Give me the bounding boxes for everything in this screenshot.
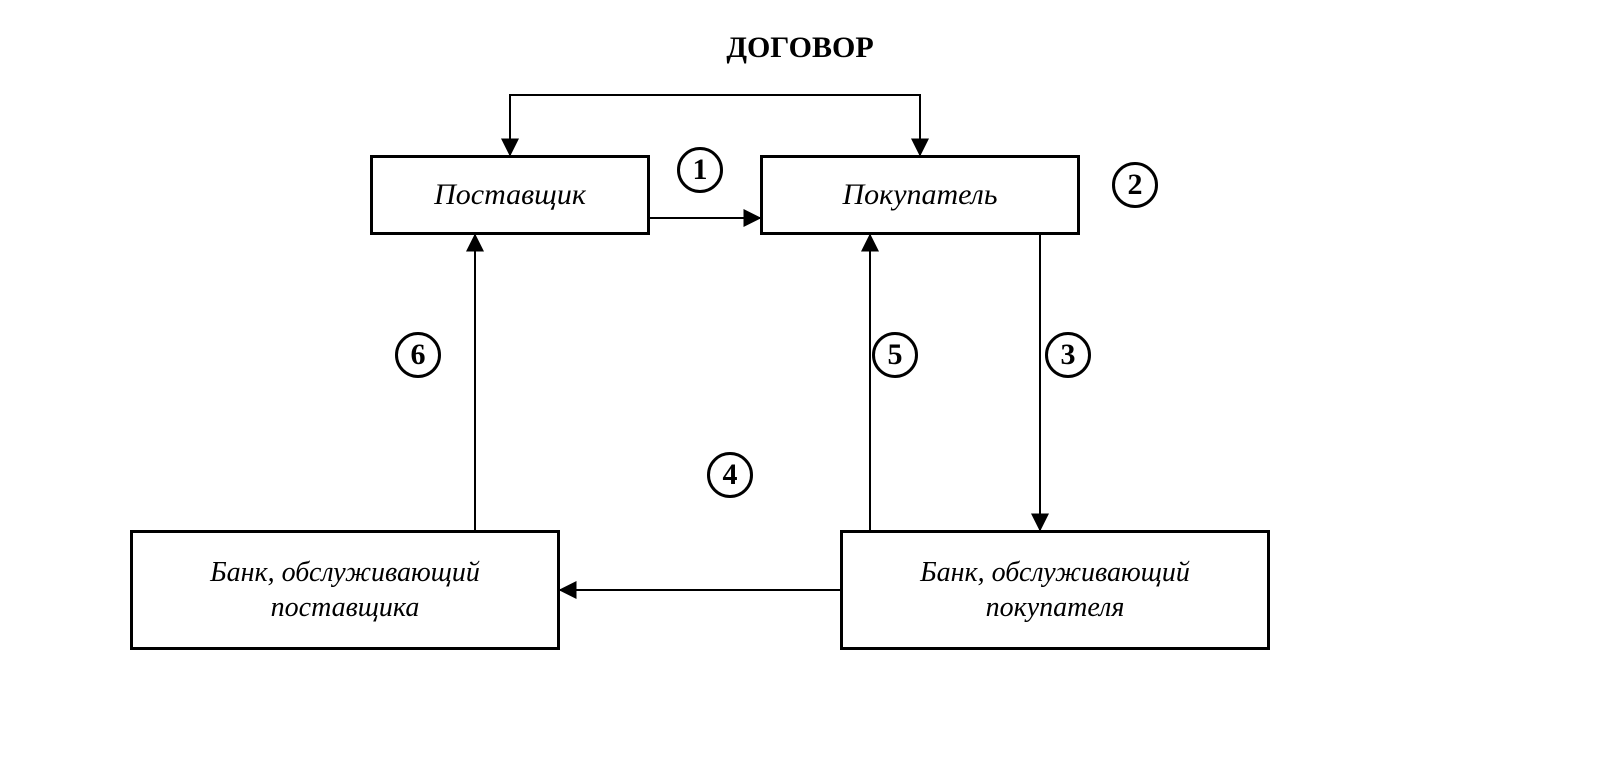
- node-bank-buyer-label: Банк, обслуживающийпокупателя: [920, 555, 1190, 625]
- diagram-stage: ДОГОВОР Поставщик Покупатель Банк, обслу…: [0, 0, 1600, 774]
- step-5: 5: [872, 332, 918, 378]
- step-4: 4: [707, 452, 753, 498]
- step-6-label: 6: [411, 338, 426, 372]
- node-bank-supplier-label: Банк, обслуживающийпоставщика: [210, 555, 480, 625]
- step-3: 3: [1045, 332, 1091, 378]
- arrows-layer: [0, 0, 1600, 774]
- step-1: 1: [677, 147, 723, 193]
- diagram-title: ДОГОВОР: [726, 31, 873, 65]
- node-supplier: Поставщик: [370, 155, 650, 235]
- node-buyer: Покупатель: [760, 155, 1080, 235]
- step-2-label: 2: [1128, 168, 1143, 202]
- step-1-label: 1: [693, 153, 708, 187]
- step-5-label: 5: [888, 338, 903, 372]
- step-4-label: 4: [723, 458, 738, 492]
- node-bank-supplier: Банк, обслуживающийпоставщика: [130, 530, 560, 650]
- edge-contract-right: [800, 95, 920, 155]
- step-3-label: 3: [1061, 338, 1076, 372]
- step-6: 6: [395, 332, 441, 378]
- edge-contract-left: [510, 95, 800, 155]
- node-supplier-label: Поставщик: [434, 176, 586, 214]
- step-2: 2: [1112, 162, 1158, 208]
- node-buyer-label: Покупатель: [843, 176, 998, 214]
- node-bank-buyer: Банк, обслуживающийпокупателя: [840, 530, 1270, 650]
